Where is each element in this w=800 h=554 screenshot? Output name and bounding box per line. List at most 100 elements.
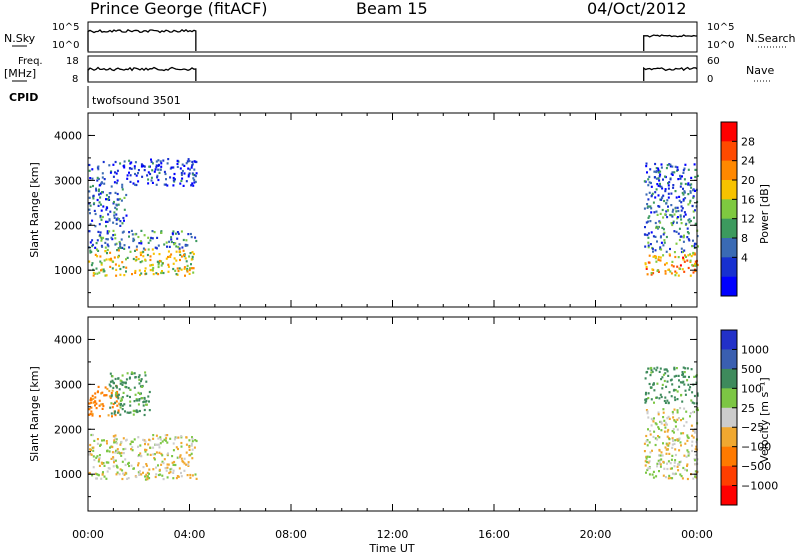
data-cell xyxy=(120,199,123,202)
data-cell xyxy=(691,204,694,208)
data-cell xyxy=(153,453,156,456)
data-cell xyxy=(126,256,129,259)
data-cell xyxy=(101,473,104,476)
data-cell xyxy=(120,238,123,241)
data-cell xyxy=(157,265,160,269)
data-cell xyxy=(155,166,158,169)
data-cell xyxy=(185,436,188,439)
data-cell xyxy=(156,236,159,239)
data-cell xyxy=(122,452,125,455)
data-cell xyxy=(105,194,108,197)
data-cell xyxy=(668,417,671,420)
data-cell xyxy=(674,439,677,442)
data-cell xyxy=(121,231,124,234)
data-cell xyxy=(193,174,196,177)
nsearch-tick-high: 10^5 xyxy=(707,22,734,33)
data-cell xyxy=(657,169,660,172)
data-cell xyxy=(147,241,150,244)
data-cell xyxy=(102,268,105,271)
data-cell xyxy=(166,463,169,466)
data-cell xyxy=(647,261,650,264)
data-cell xyxy=(126,477,129,480)
data-cell xyxy=(663,199,666,203)
data-cell xyxy=(679,177,682,180)
data-cell xyxy=(174,242,177,245)
data-cell xyxy=(128,246,131,249)
data-cell xyxy=(659,170,662,173)
data-cell xyxy=(180,172,183,175)
data-cell xyxy=(148,165,151,168)
data-cell xyxy=(671,437,674,440)
data-cell xyxy=(177,269,180,273)
data-cell xyxy=(110,170,113,173)
data-cell xyxy=(138,378,141,381)
data-cell xyxy=(88,202,91,205)
data-cell xyxy=(121,396,124,399)
data-cell xyxy=(118,473,121,476)
data-cell xyxy=(123,219,125,222)
data-cell xyxy=(186,160,189,163)
data-cell xyxy=(683,178,686,181)
data-cell xyxy=(658,175,661,178)
data-cell xyxy=(107,213,110,216)
data-cell xyxy=(157,273,160,276)
data-cell xyxy=(696,392,699,395)
nsky-frame xyxy=(87,21,698,53)
data-cell xyxy=(110,185,113,188)
data-cell xyxy=(678,227,681,230)
data-cell xyxy=(671,477,674,480)
colorbar-segment xyxy=(721,257,737,277)
data-cell xyxy=(191,474,194,477)
data-cell xyxy=(674,459,677,462)
data-cell xyxy=(163,458,166,461)
data-cell xyxy=(656,462,659,465)
data-cell xyxy=(104,241,107,244)
data-cell xyxy=(99,196,102,199)
data-cell xyxy=(92,271,95,274)
data-cell xyxy=(178,243,181,246)
data-cell xyxy=(683,167,686,170)
data-cell xyxy=(106,238,109,241)
data-cell xyxy=(146,253,149,257)
colorbar-segment xyxy=(721,388,737,409)
data-cell xyxy=(692,196,695,199)
data-cell xyxy=(668,438,671,441)
data-cell xyxy=(147,248,150,251)
data-cell xyxy=(134,249,136,252)
data-cell xyxy=(115,438,118,441)
data-cell xyxy=(172,267,175,271)
data-cell xyxy=(650,371,653,374)
data-cell xyxy=(112,221,115,224)
data-cell xyxy=(170,236,173,239)
colorbar-tick-label: 24 xyxy=(741,155,755,168)
data-cell xyxy=(101,176,104,179)
data-cell xyxy=(104,274,107,277)
data-cell xyxy=(668,163,671,166)
data-cell xyxy=(691,264,694,267)
data-cell xyxy=(677,178,680,181)
data-cell xyxy=(121,408,124,411)
data-cell xyxy=(684,254,686,257)
data-cell xyxy=(88,453,91,456)
x-tick-label: 08:00 xyxy=(275,528,307,541)
data-cell xyxy=(161,474,164,477)
data-cell xyxy=(683,190,686,193)
data-cell xyxy=(655,167,658,170)
data-cell xyxy=(671,410,674,414)
data-cell xyxy=(125,439,127,442)
data-cell xyxy=(111,445,114,449)
data-cell xyxy=(672,428,675,431)
data-cell xyxy=(673,419,676,422)
data-cell xyxy=(677,209,680,213)
data-cell xyxy=(151,263,154,266)
data-cell xyxy=(669,462,672,465)
data-cell xyxy=(689,415,691,418)
data-cell xyxy=(177,232,180,235)
data-cell xyxy=(100,181,103,184)
data-cell xyxy=(683,270,686,273)
data-cell xyxy=(143,413,146,417)
data-cell xyxy=(161,454,164,457)
data-cell xyxy=(109,171,112,174)
data-cell xyxy=(670,222,673,225)
data-cell xyxy=(115,385,118,388)
